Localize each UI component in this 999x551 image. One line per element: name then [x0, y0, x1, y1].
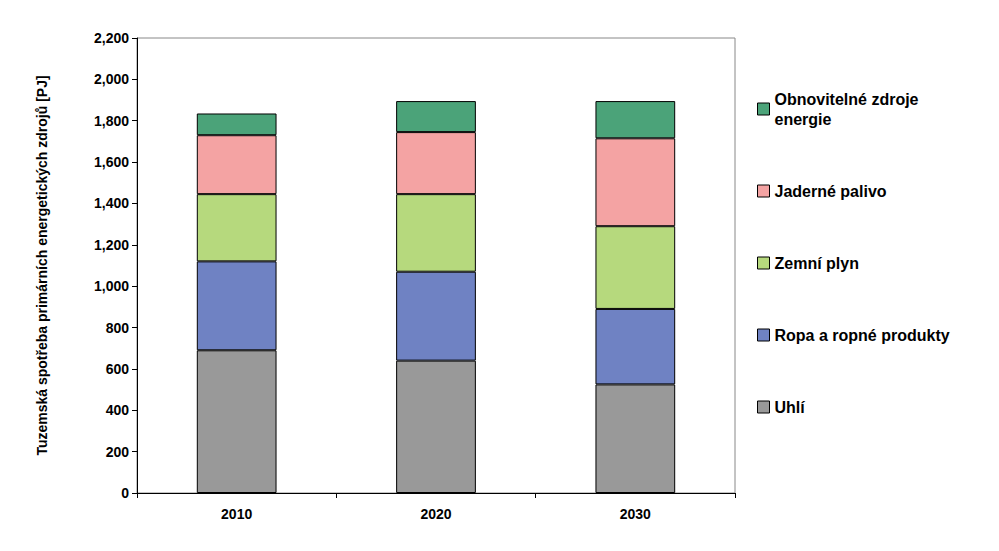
svg-text:2,000: 2,000 — [94, 71, 129, 87]
svg-text:2030: 2030 — [620, 506, 651, 522]
svg-text:1,000: 1,000 — [94, 278, 129, 294]
svg-text:400: 400 — [106, 402, 130, 418]
svg-text:600: 600 — [106, 361, 130, 377]
svg-text:Tuzemská spotřeba primárních e: Tuzemská spotřeba primárních energetický… — [34, 75, 50, 455]
svg-text:2,200: 2,200 — [94, 30, 129, 46]
svg-text:1,200: 1,200 — [94, 237, 129, 253]
svg-text:1,600: 1,600 — [94, 154, 129, 170]
svg-text:2020: 2020 — [420, 506, 451, 522]
svg-text:1,400: 1,400 — [94, 195, 129, 211]
svg-text:Obnovitelné zdroje: Obnovitelné zdroje — [775, 91, 923, 108]
svg-text:200: 200 — [106, 444, 130, 460]
svg-text:Jaderné palivo: Jaderné palivo — [775, 183, 887, 200]
svg-text:0: 0 — [121, 485, 129, 501]
svg-text:1,800: 1,800 — [94, 113, 129, 129]
svg-text:energie: energie — [775, 111, 832, 128]
svg-text:Ropa a ropné produkty: Ropa a ropné produkty — [775, 327, 950, 344]
svg-text:2010: 2010 — [221, 506, 252, 522]
svg-text:Zemní plyn: Zemní plyn — [775, 255, 859, 272]
svg-text:Uhlí: Uhlí — [775, 399, 806, 416]
svg-text:800: 800 — [106, 320, 130, 336]
